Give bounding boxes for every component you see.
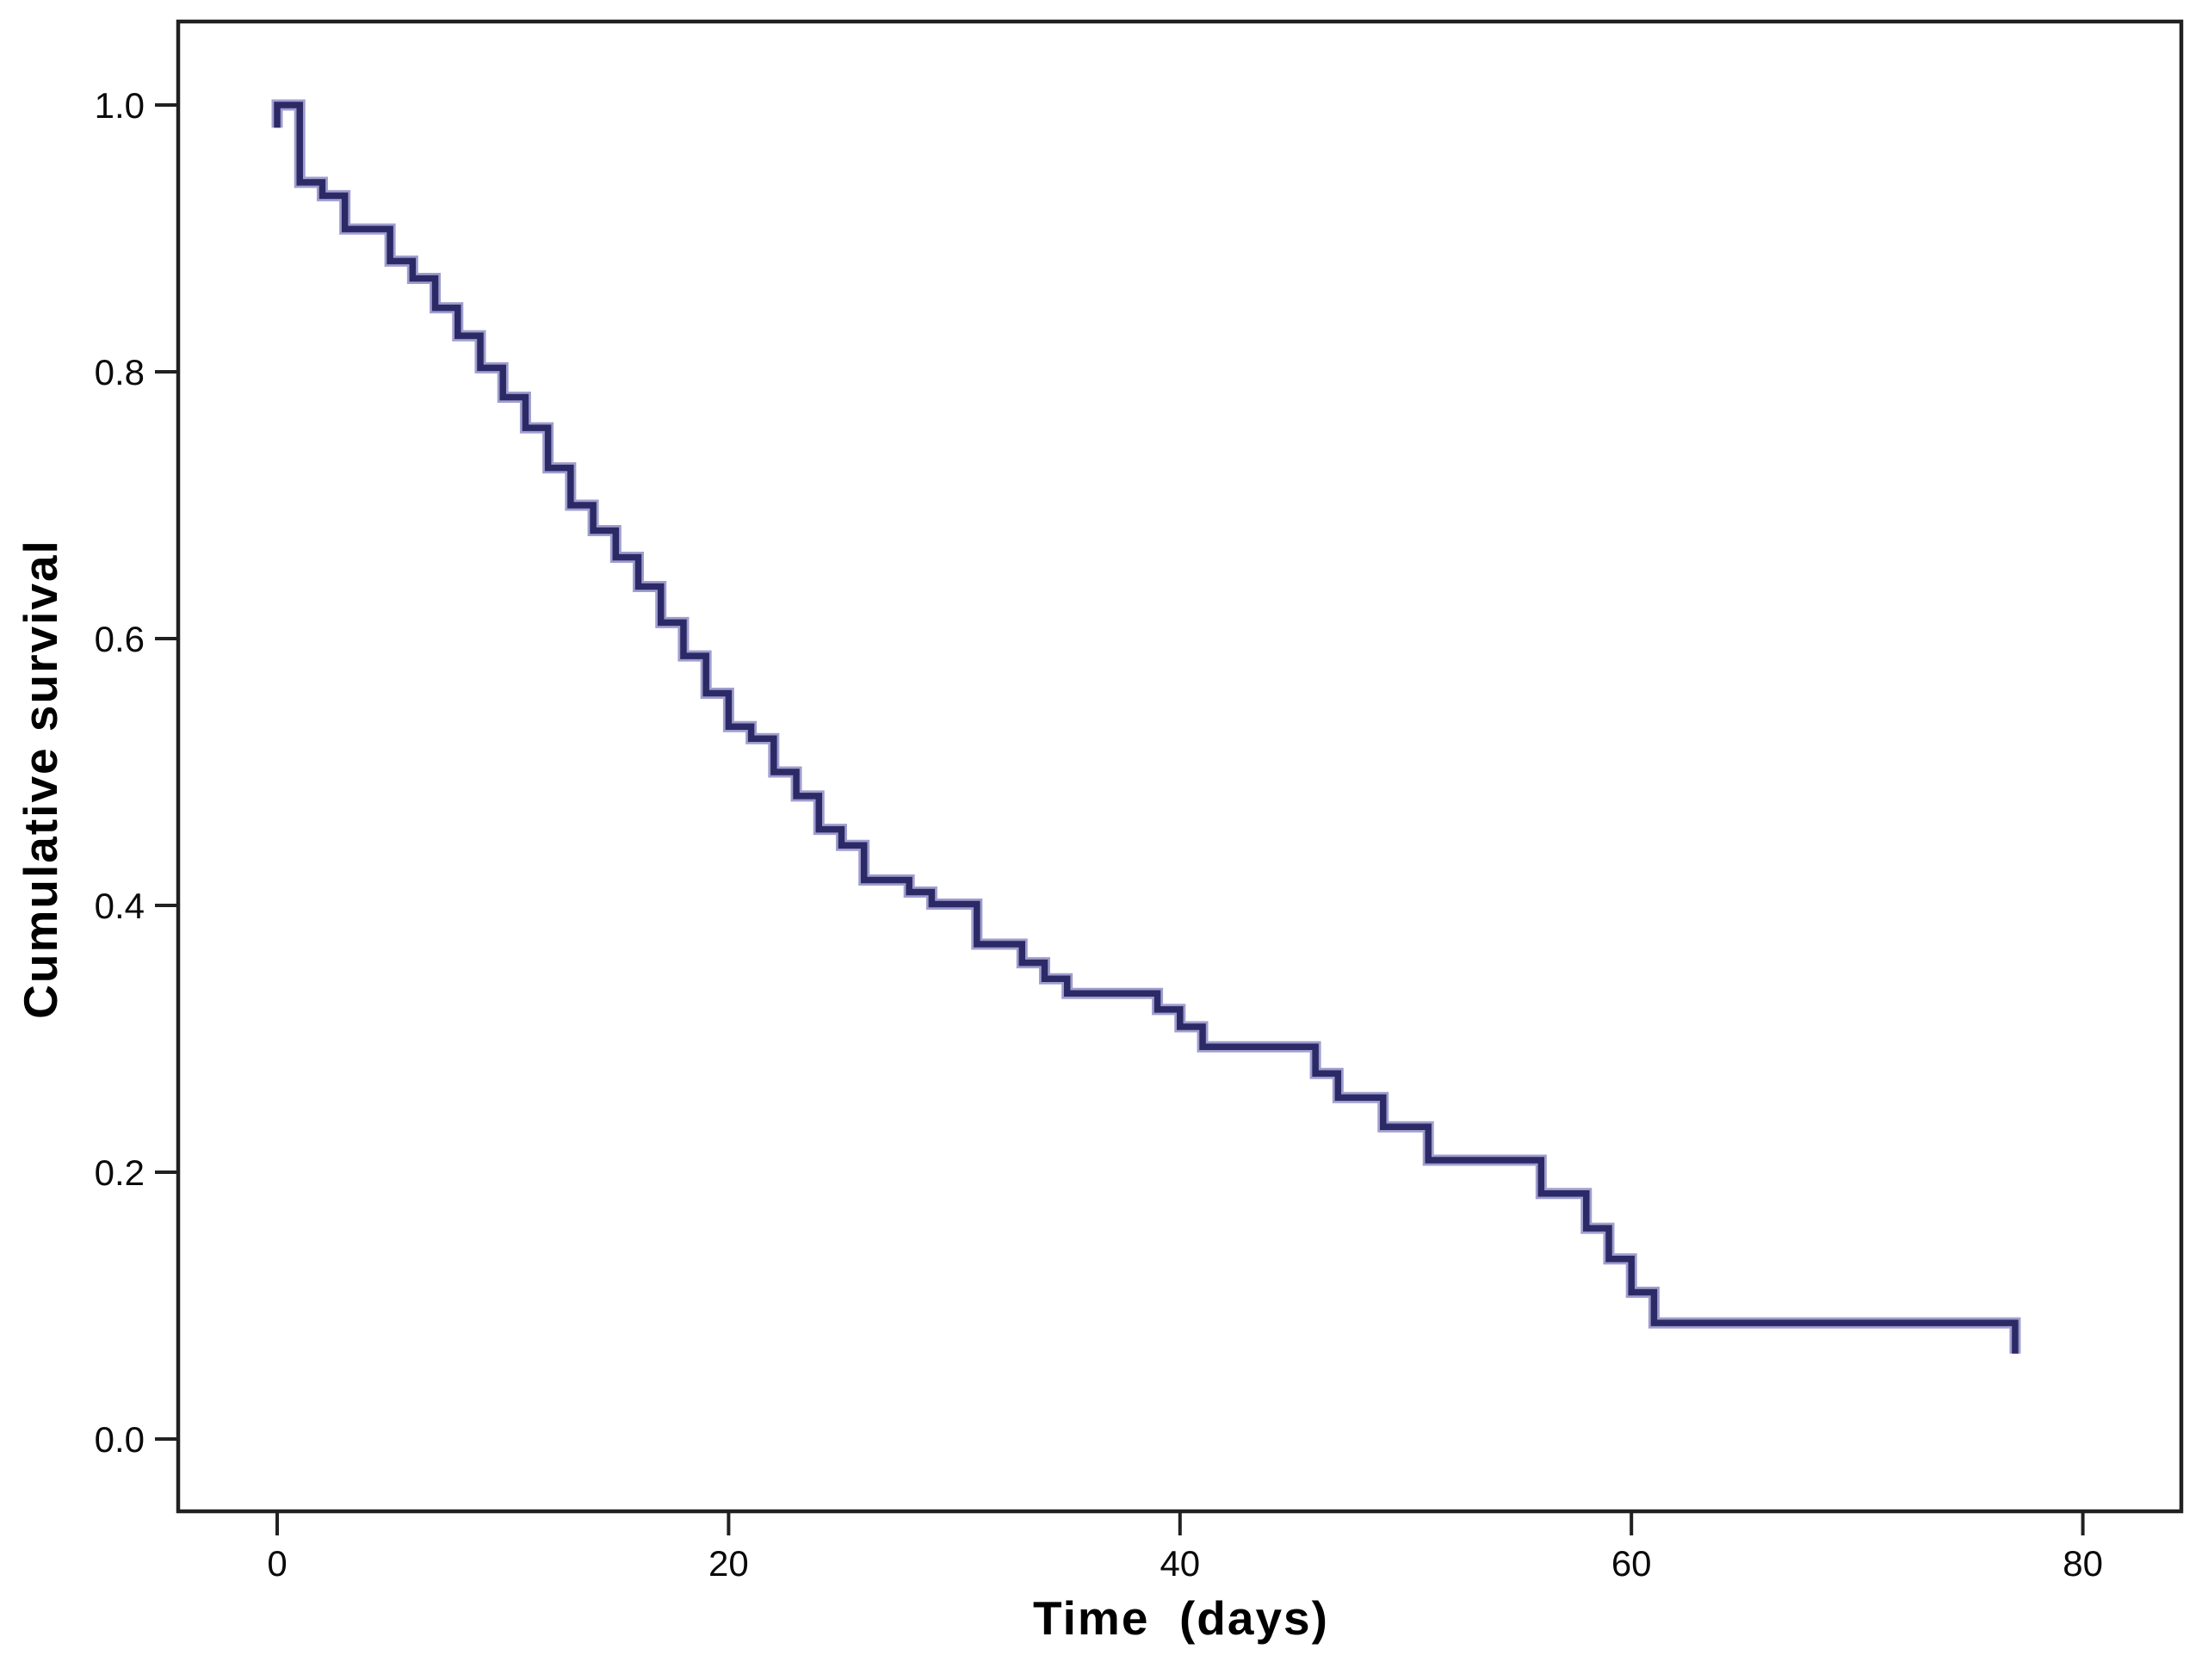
survival-curve-halo: [271, 99, 2021, 1354]
y-tick-label: 1.0: [95, 85, 145, 126]
x-tick-label: 80: [2063, 1543, 2103, 1584]
x-tick-label: 0: [267, 1543, 287, 1584]
y-tick-label: 0.0: [95, 1419, 145, 1460]
plot-border: [176, 19, 2184, 1514]
survival-curve: [274, 102, 2019, 1354]
x-tick-label: 40: [1160, 1543, 1200, 1584]
y-tick-label: 0.8: [95, 352, 145, 392]
y-tick-label: 0.4: [95, 886, 145, 926]
x-axis-title: Time (days): [1033, 1591, 1329, 1645]
y-axis-title: Cumulative survival: [14, 539, 67, 1019]
x-tick-label: 60: [1611, 1543, 1652, 1584]
y-tick-label: 0.2: [95, 1152, 145, 1193]
x-tick-label: 20: [708, 1543, 749, 1584]
y-tick-label: 0.6: [95, 619, 145, 659]
